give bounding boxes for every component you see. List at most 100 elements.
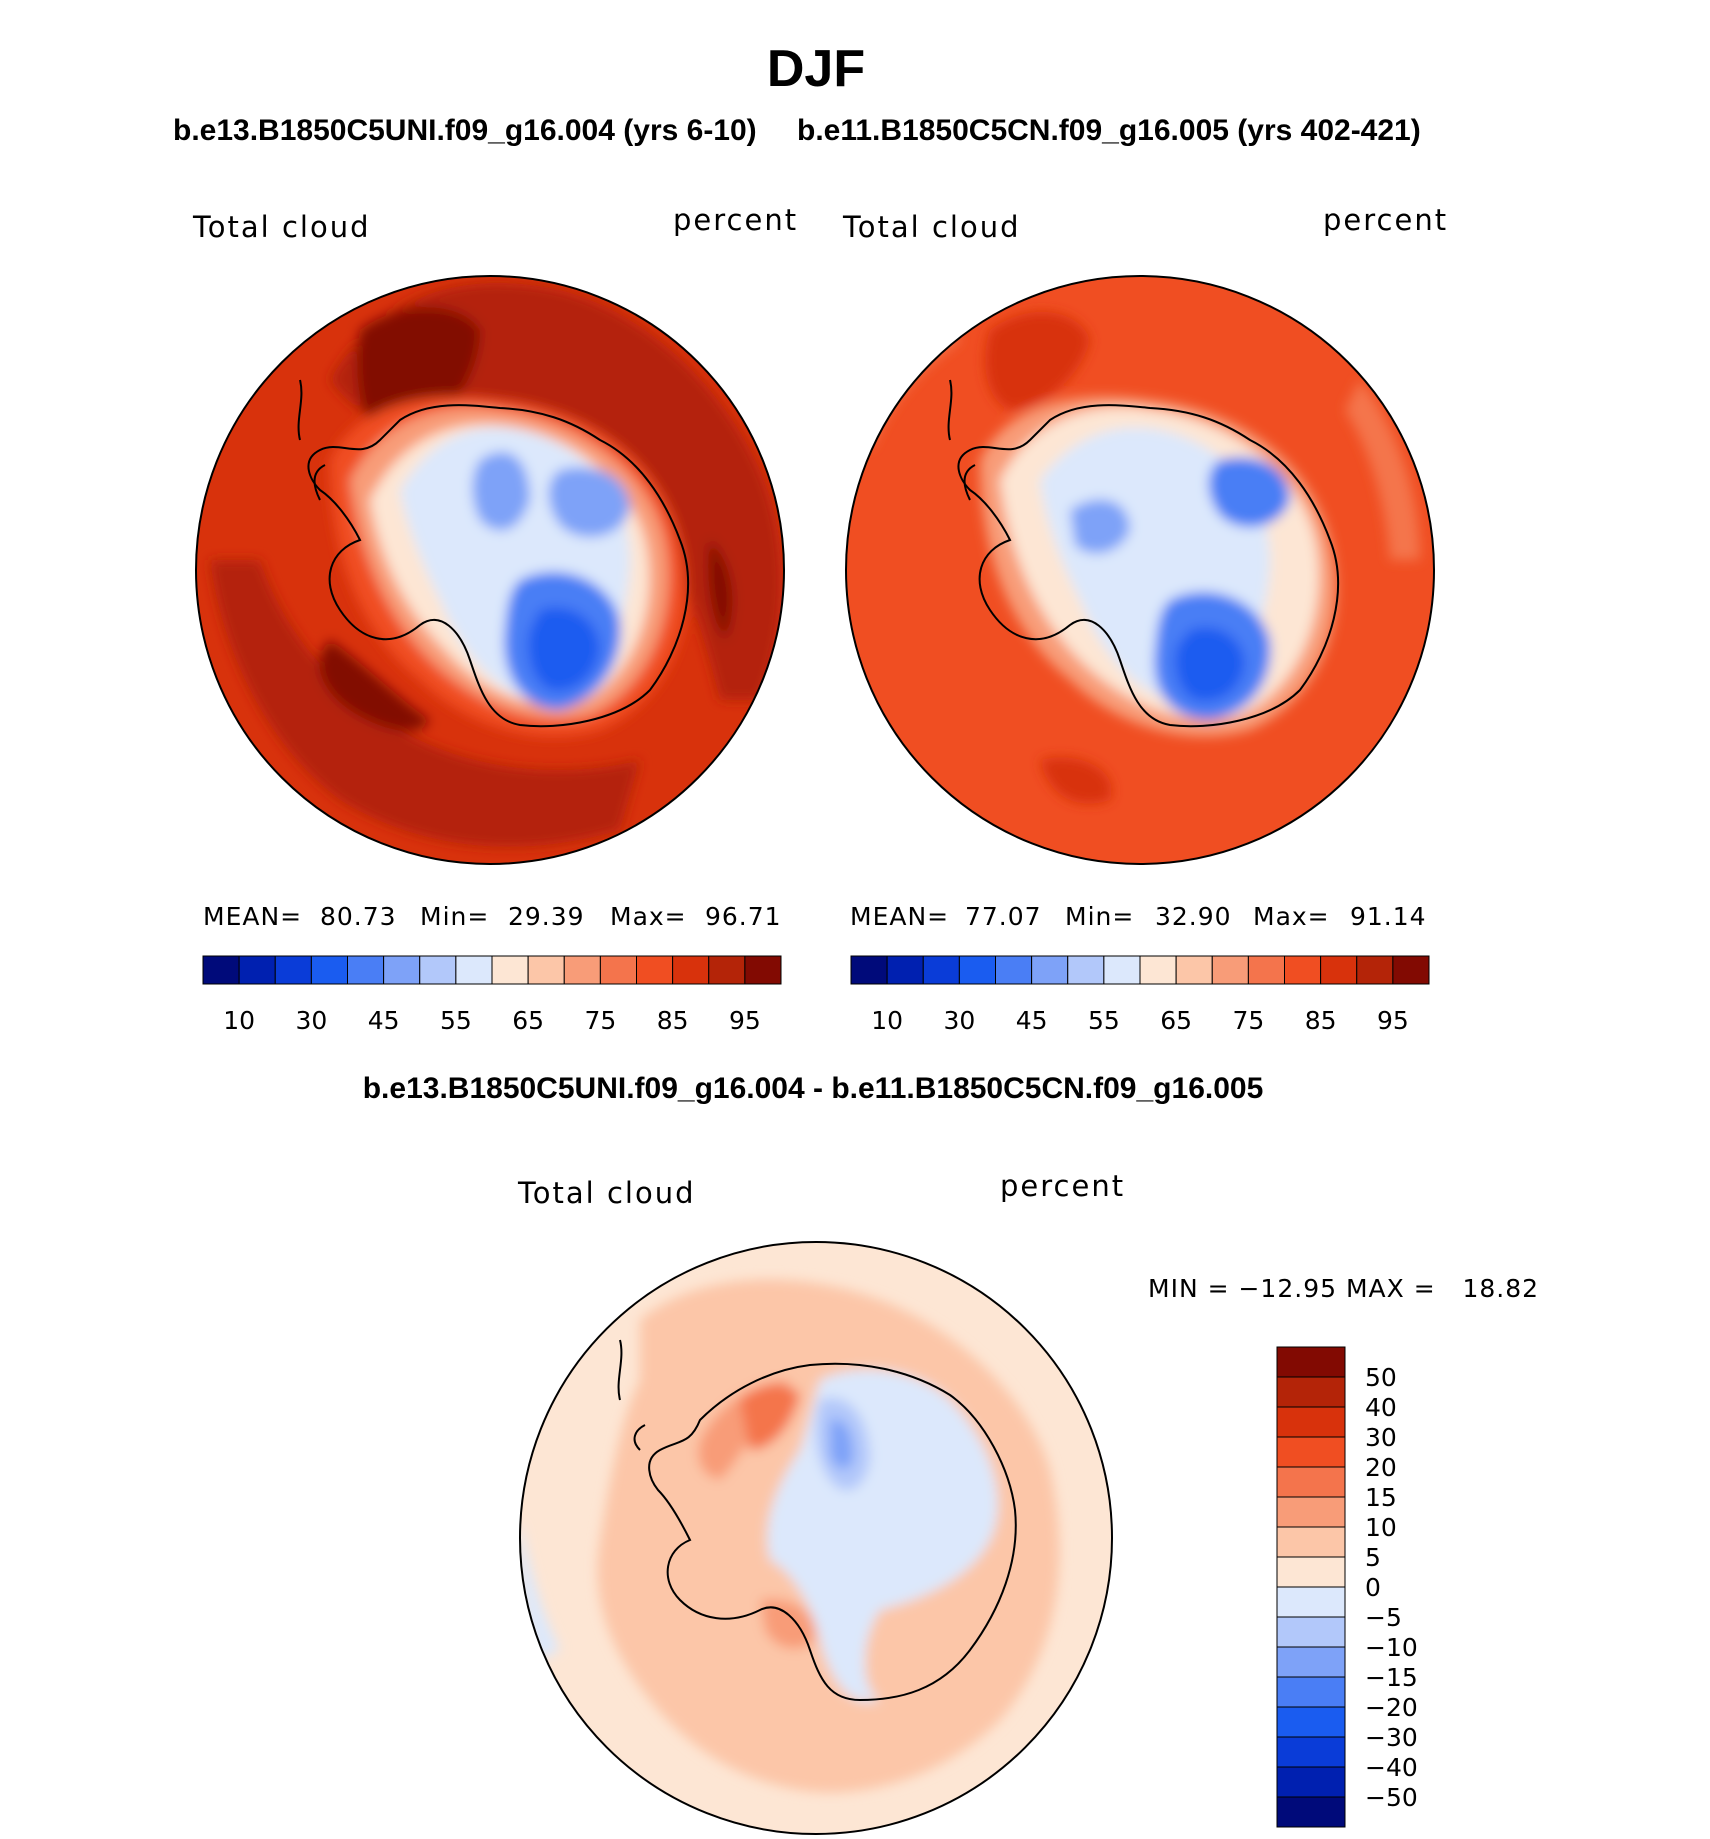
colorbar-swatch — [886, 955, 924, 985]
colorbar-tick-label: −15 — [1365, 1663, 1418, 1692]
panel-a-map-border — [195, 275, 785, 865]
colorbar-swatch — [1175, 955, 1213, 985]
colorbar-swatch — [922, 955, 960, 985]
panel-a-min-value: 29.39 — [508, 902, 585, 931]
colorbar-tick-label: −10 — [1365, 1633, 1418, 1662]
colorbar-tick-label: 30 — [943, 1006, 975, 1035]
colorbar-swatch — [563, 955, 601, 985]
difference-polar-map — [520, 1242, 1112, 1834]
colorbar-swatch — [708, 955, 746, 985]
panel-b-case-title: b.e11.B1850C5CN.f09_g16.005 (yrs 402-421… — [797, 114, 1421, 147]
colorbar-tick-label: 75 — [584, 1006, 616, 1035]
panel-b-max-label: Max= — [1253, 902, 1330, 931]
colorbar-swatch — [1067, 955, 1105, 985]
colorbar-swatch — [1276, 1796, 1346, 1828]
colorbar-swatch — [527, 955, 565, 985]
colorbar-swatch — [310, 955, 348, 985]
colorbar-tick-label: 10 — [871, 1006, 903, 1035]
colorbar-tick-label: 85 — [657, 1006, 689, 1035]
difference-units-label: percent — [1000, 1169, 1125, 1203]
colorbar-tick-label: 5 — [1365, 1543, 1381, 1572]
colorbar-swatch — [1284, 955, 1322, 985]
panel-a-polar-map — [196, 276, 784, 864]
panel-b-variable-label: Total cloud — [842, 210, 1020, 244]
colorbar-swatch — [1276, 1586, 1346, 1618]
colorbar-swatch — [1103, 955, 1141, 985]
colorbar-tick-label: −50 — [1365, 1783, 1418, 1812]
panel-b-units-label: percent — [1323, 203, 1448, 237]
colorbar-tick-label: 10 — [223, 1006, 255, 1035]
figure-title: DJF — [767, 40, 865, 98]
colorbar-tick-label: 95 — [1377, 1006, 1409, 1035]
panel-a-stats: MEAN= 80.73 Min= 29.39 Max= 96.71 — [203, 902, 782, 931]
panel-b-min-label: Min= — [1065, 902, 1134, 931]
colorbar-swatch — [1276, 1346, 1346, 1378]
panel-b-max-value: 91.14 — [1350, 902, 1427, 931]
panel-a-max-label: Max= — [610, 902, 687, 931]
colorbar-tick-label: 15 — [1365, 1483, 1397, 1512]
colorbar-swatch — [1320, 955, 1358, 985]
colorbar-swatch — [455, 955, 493, 985]
colorbar-swatch — [599, 955, 637, 985]
colorbar-swatch — [672, 955, 710, 985]
colorbar-tick-label: 75 — [1232, 1006, 1264, 1035]
panel-a-case-title: b.e13.B1850C5UNI.f09_g16.004 (yrs 6-10) — [173, 114, 757, 147]
colorbar-swatch — [1276, 1766, 1346, 1798]
colorbar-swatch — [202, 955, 240, 985]
panel-b-mean-label: MEAN= — [850, 902, 949, 931]
panel-a-variable-label: Total cloud — [192, 210, 370, 244]
colorbar-tick-label: −40 — [1365, 1753, 1418, 1782]
colorbar-swatch — [1139, 955, 1177, 985]
panel-b-stats: MEAN= 77.07 Min= 32.90 Max= 91.14 — [850, 902, 1427, 931]
colorbar-swatch — [1276, 1406, 1346, 1438]
colorbar-swatch — [1276, 1676, 1346, 1708]
colorbar-tick-label: 10 — [1365, 1513, 1397, 1542]
colorbar-swatch — [1211, 955, 1249, 985]
colorbar-swatch — [238, 955, 276, 985]
colorbar-tick-label: 95 — [729, 1006, 761, 1035]
colorbar-swatch — [636, 955, 674, 985]
colorbar-tick-label: 85 — [1305, 1006, 1337, 1035]
colorbar-swatch — [850, 955, 888, 985]
panel-a-colorbar: 10 30 45 55 65 75 85 95 — [202, 955, 782, 1035]
colorbar-tick-label: −20 — [1365, 1693, 1418, 1722]
colorbar-swatch — [1247, 955, 1285, 985]
colorbar-swatch — [1276, 1646, 1346, 1678]
colorbar-tick-label: 50 — [1365, 1363, 1397, 1392]
colorbar-tick-label: −5 — [1365, 1603, 1402, 1632]
colorbar-swatch — [274, 955, 312, 985]
colorbar-swatch — [1276, 1376, 1346, 1408]
colorbar-tick-label: 40 — [1365, 1393, 1397, 1422]
panel-a-units-label: percent — [673, 203, 798, 237]
panel-a-mean-value: 80.73 — [320, 902, 397, 931]
colorbar-swatch — [1276, 1526, 1346, 1558]
colorbar-tick-label: 30 — [1365, 1423, 1397, 1452]
colorbar-swatch — [1392, 955, 1430, 985]
colorbar-tick-label: −30 — [1365, 1723, 1418, 1752]
colorbar-swatch — [995, 955, 1033, 985]
colorbar-swatch — [958, 955, 996, 985]
colorbar-swatch — [347, 955, 385, 985]
colorbar-tick-label: 45 — [1016, 1006, 1048, 1035]
colorbar-swatch — [1276, 1616, 1346, 1648]
panel-a-min-label: Min= — [420, 902, 489, 931]
colorbar-swatch — [1356, 955, 1394, 985]
colorbar-tick-label: 65 — [512, 1006, 544, 1035]
colorbar-swatch — [491, 955, 529, 985]
panel-a-mean-label: MEAN= — [203, 902, 302, 931]
panel-a-max-value: 96.71 — [705, 902, 782, 931]
panel-b-mean-value: 77.07 — [965, 902, 1042, 931]
panel-b-colorbar: 10 30 45 55 65 75 85 95 — [850, 955, 1430, 1035]
panel-b-polar-map — [846, 276, 1434, 864]
colorbar-tick-label: 65 — [1160, 1006, 1192, 1035]
colorbar-tick-label: 55 — [1088, 1006, 1120, 1035]
colorbar-swatch — [383, 955, 421, 985]
colorbar-swatch — [1276, 1466, 1346, 1498]
panel-b-map-border — [845, 275, 1435, 865]
colorbar-swatch — [1276, 1436, 1346, 1468]
colorbar-tick-label: 55 — [440, 1006, 472, 1035]
colorbar-swatch — [1276, 1736, 1346, 1768]
difference-variable-label: Total cloud — [517, 1176, 695, 1210]
colorbar-swatch — [1276, 1496, 1346, 1528]
